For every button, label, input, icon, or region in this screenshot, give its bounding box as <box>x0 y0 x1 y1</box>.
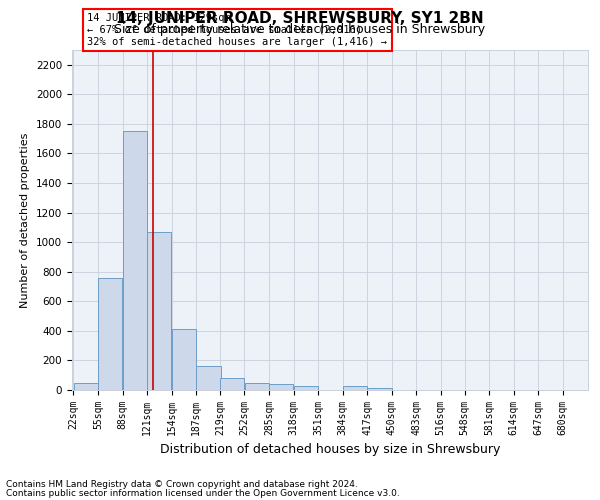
Bar <box>74 382 98 390</box>
Text: 14, JUNIPER ROAD, SHREWSBURY, SY1 2BN: 14, JUNIPER ROAD, SHREWSBURY, SY1 2BN <box>116 12 484 26</box>
Text: Contains public sector information licensed under the Open Government Licence v3: Contains public sector information licen… <box>6 488 400 498</box>
Bar <box>343 386 367 390</box>
Bar <box>147 232 172 390</box>
X-axis label: Distribution of detached houses by size in Shrewsbury: Distribution of detached houses by size … <box>160 444 500 456</box>
Bar <box>220 378 244 390</box>
Bar <box>245 384 269 390</box>
Bar <box>196 366 221 390</box>
Bar <box>294 386 318 390</box>
Y-axis label: Number of detached properties: Number of detached properties <box>20 132 31 308</box>
Bar <box>123 132 147 390</box>
Text: Size of property relative to detached houses in Shrewsbury: Size of property relative to detached ho… <box>115 22 485 36</box>
Text: 14 JUNIPER ROAD: 129sqm
← 67% of detached houses are smaller (2,916)
32% of semi: 14 JUNIPER ROAD: 129sqm ← 67% of detache… <box>88 14 388 46</box>
Bar <box>367 388 392 390</box>
Bar <box>98 278 122 390</box>
Bar <box>172 328 196 390</box>
Text: Contains HM Land Registry data © Crown copyright and database right 2024.: Contains HM Land Registry data © Crown c… <box>6 480 358 489</box>
Bar <box>269 384 293 390</box>
